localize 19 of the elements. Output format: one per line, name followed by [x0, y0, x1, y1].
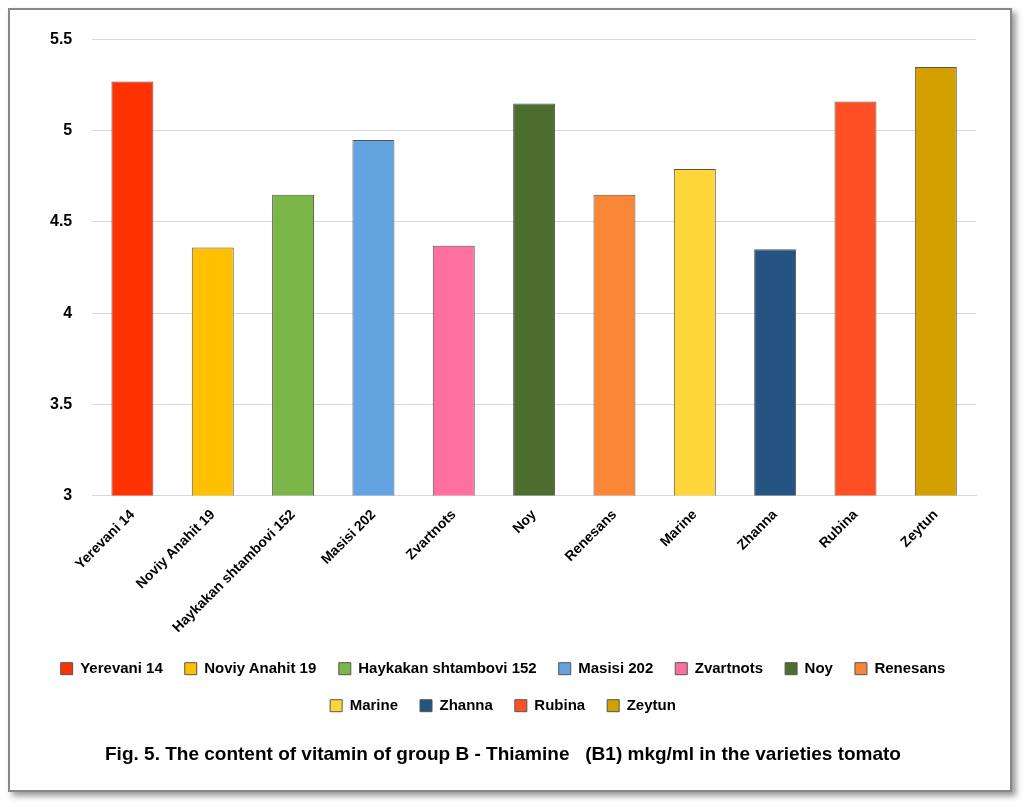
y-tick-label: 3: [63, 485, 73, 503]
legend-label: Zhanna: [439, 695, 494, 713]
legend-label: Zvartnots: [694, 658, 764, 676]
legend-label: Rubina: [534, 695, 586, 713]
legend-label: Noy: [804, 658, 834, 676]
legend-label: Renesans: [874, 658, 946, 676]
legend-label: Yerevani 14: [80, 658, 164, 676]
text: Fig. 5. The content of vitamin of group B - Thiamine (B1) mkg/ml in the varieties tomato: [105, 742, 901, 764]
y-tick-label: 4.5: [49, 212, 73, 230]
y-tick-label: 5: [63, 121, 73, 139]
legend-label: Marine: [349, 695, 399, 713]
y-tick-label: 5.5: [49, 30, 73, 48]
legend-label: Noviy Anahit 19: [204, 658, 317, 676]
x-tick-label: Noy: [508, 505, 540, 537]
legend-label: Masisi 202: [578, 658, 654, 676]
y-tick-label: 3.5: [49, 394, 73, 412]
legend-label: Zeytun: [626, 695, 676, 713]
legend-label: Haykakan shtambovi 152: [358, 658, 537, 676]
y-tick-label: 4: [63, 303, 73, 321]
